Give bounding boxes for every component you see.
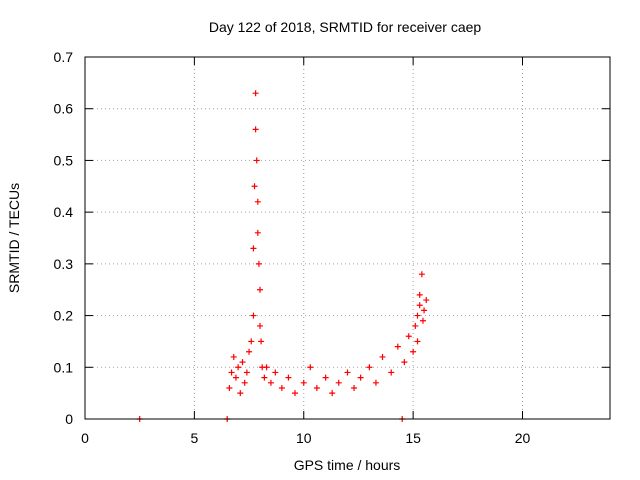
data-point <box>226 384 233 391</box>
data-point <box>418 271 425 278</box>
data-point <box>285 374 292 381</box>
data-point <box>255 260 262 267</box>
data-point <box>252 90 259 97</box>
data-point <box>257 286 263 293</box>
y-tick-label: 0 <box>65 411 73 427</box>
data-point <box>263 364 270 371</box>
data-point <box>257 322 263 329</box>
data-point <box>243 369 250 376</box>
y-tick-label: 0.2 <box>54 308 74 324</box>
data-point <box>329 390 336 397</box>
data-point <box>366 364 373 371</box>
data-point <box>414 338 421 345</box>
data-point <box>351 384 358 391</box>
y-tick-label: 0.3 <box>54 256 74 272</box>
data-point <box>267 379 274 386</box>
data-point <box>379 353 386 360</box>
data-point <box>372 379 379 386</box>
data-points-layer <box>136 90 430 422</box>
data-point <box>253 157 260 164</box>
data-point <box>278 384 285 391</box>
data-point <box>250 312 257 319</box>
tick-layer <box>84 56 610 420</box>
data-point <box>401 359 408 366</box>
data-point <box>394 343 401 350</box>
x-tick-label: 0 <box>81 430 89 446</box>
y-tick-label: 0.6 <box>54 101 74 117</box>
data-point <box>335 379 342 386</box>
data-point <box>388 369 395 376</box>
data-point <box>241 379 248 386</box>
data-point <box>254 229 261 236</box>
y-axis-label: SRMTID / TECUs <box>6 183 22 293</box>
data-point <box>292 390 298 397</box>
data-point <box>421 307 428 314</box>
data-point <box>414 312 421 319</box>
data-point <box>248 338 255 345</box>
data-point <box>258 338 265 345</box>
data-point <box>405 333 412 340</box>
data-point <box>250 245 257 252</box>
data-point <box>254 198 261 205</box>
data-point <box>239 359 246 366</box>
y-tick-label: 0.5 <box>54 152 74 168</box>
plot-frame <box>84 56 611 420</box>
data-point <box>410 348 417 355</box>
data-point <box>412 322 419 329</box>
data-point <box>232 374 239 381</box>
data-point <box>228 369 235 376</box>
data-point <box>344 369 351 376</box>
data-point <box>246 348 253 355</box>
data-point <box>357 374 364 381</box>
x-tick-label: 5 <box>190 430 198 446</box>
data-point <box>261 374 268 381</box>
data-point <box>416 302 423 309</box>
data-point <box>322 374 329 381</box>
data-point <box>300 379 307 386</box>
data-point <box>230 353 237 360</box>
y-tick-label: 0.1 <box>54 359 74 375</box>
data-point <box>313 384 320 391</box>
x-axis-label: GPS time / hours <box>294 457 401 473</box>
tick-label-layer: 0 0.1 0.2 0.3 0.4 0.5 0.6 0.7 0 5 10 15 20 <box>54 49 531 446</box>
x-tick-label: 15 <box>405 430 421 446</box>
data-point <box>416 291 423 298</box>
data-point <box>237 390 244 397</box>
data-point <box>251 183 258 190</box>
data-point <box>252 126 259 133</box>
data-point <box>235 364 242 371</box>
data-point <box>307 364 314 371</box>
data-point <box>423 297 430 304</box>
grid-layer <box>85 57 610 419</box>
x-tick-label: 10 <box>296 430 312 446</box>
x-tick-label: 20 <box>515 430 531 446</box>
data-point <box>272 369 279 376</box>
data-point <box>419 317 426 324</box>
chart-title: Day 122 of 2018, SRMTID for receiver cae… <box>209 19 482 35</box>
y-tick-label: 0.4 <box>54 204 74 220</box>
y-tick-label: 0.7 <box>54 49 74 65</box>
